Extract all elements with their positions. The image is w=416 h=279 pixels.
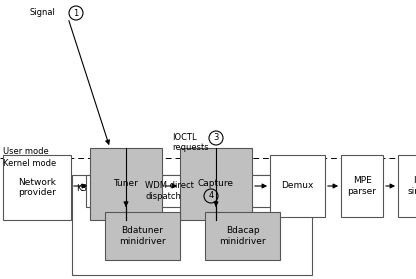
Text: Signal: Signal bbox=[30, 8, 56, 17]
Bar bbox=[341, 155, 383, 217]
Text: Kernel mode: Kernel mode bbox=[3, 158, 56, 167]
Text: Bdacap
minidriver: Bdacap minidriver bbox=[219, 226, 266, 246]
Text: User mode: User mode bbox=[3, 148, 49, 157]
Text: Demux: Demux bbox=[281, 182, 314, 191]
Text: IP
sink: IP sink bbox=[408, 176, 416, 196]
Text: Tuner: Tuner bbox=[114, 179, 139, 189]
Bar bbox=[398, 155, 416, 217]
Bar bbox=[205, 212, 280, 260]
Text: 3: 3 bbox=[213, 133, 219, 143]
Text: 4: 4 bbox=[208, 191, 214, 201]
Text: MPE
parser: MPE parser bbox=[347, 176, 376, 196]
Bar bbox=[86, 175, 301, 207]
Bar bbox=[90, 148, 162, 220]
Text: KS: KS bbox=[76, 184, 87, 193]
Bar bbox=[180, 148, 252, 220]
Text: Capture: Capture bbox=[198, 179, 234, 189]
Text: requests: requests bbox=[172, 143, 209, 153]
Bar bbox=[105, 212, 180, 260]
Text: 1: 1 bbox=[73, 8, 79, 18]
Text: Bdatuner
minidriver: Bdatuner minidriver bbox=[119, 226, 166, 246]
Bar bbox=[3, 155, 71, 220]
Text: WDM direct
dispatch: WDM direct dispatch bbox=[145, 181, 194, 201]
Text: Network
provider: Network provider bbox=[18, 178, 56, 197]
Bar bbox=[72, 175, 312, 275]
Bar bbox=[270, 155, 325, 217]
Text: IOCTL: IOCTL bbox=[172, 133, 197, 143]
